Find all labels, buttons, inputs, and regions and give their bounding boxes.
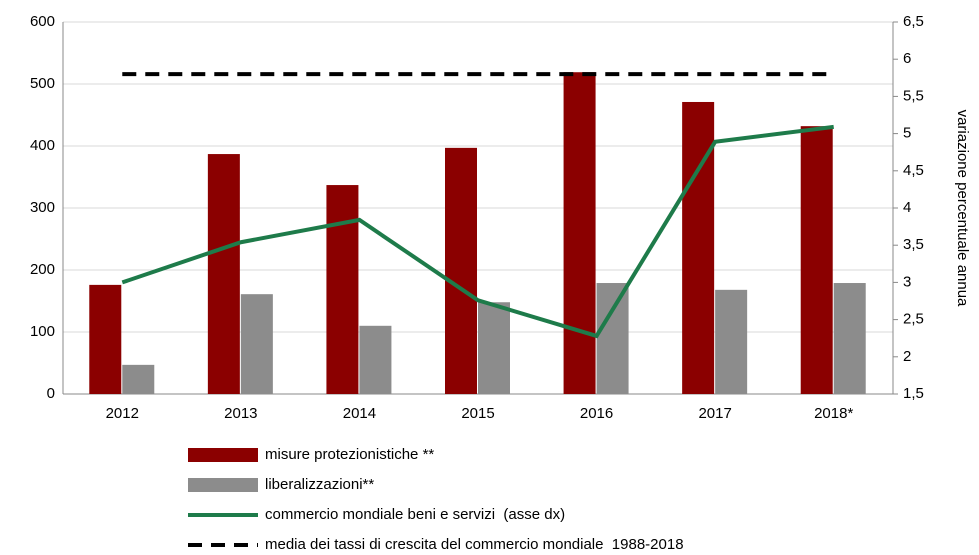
x-tick-label: 2017 (698, 405, 731, 422)
bar (445, 147, 477, 394)
y-tick-label: 500 (30, 75, 55, 92)
legend-swatch (188, 448, 258, 462)
legend-label: misure protezionistiche ** (265, 446, 434, 463)
bar (715, 289, 748, 394)
x-tick-label: 2012 (106, 405, 139, 422)
y2-tick-label: 6 (903, 50, 911, 67)
y2-tick-label: 2,5 (903, 311, 924, 328)
legend-swatch (188, 478, 258, 492)
bar (800, 126, 833, 394)
legend-label: commercio mondiale beni e servizi (asse … (265, 506, 565, 523)
y2-tick-label: 3,5 (903, 236, 924, 253)
bar (122, 364, 155, 394)
legend-label: liberalizzazioni** (265, 476, 374, 493)
y2-tick-label: 5 (903, 125, 911, 142)
bar (682, 101, 715, 394)
x-tick-label: 2015 (461, 405, 494, 422)
y2-tick-label: 1,5 (903, 385, 924, 402)
bar (240, 294, 273, 394)
y-tick-label: 400 (30, 137, 55, 154)
legend-label: media dei tassi di crescita del commerci… (265, 536, 684, 553)
x-tick-label: 2018* (814, 405, 853, 422)
bar (563, 72, 596, 394)
y2-tick-label: 2 (903, 348, 911, 365)
y2-tick-label: 4,5 (903, 162, 924, 179)
y2-tick-label: 3 (903, 273, 911, 290)
bar (359, 325, 392, 394)
bar (326, 185, 359, 394)
bar (478, 302, 510, 394)
y2-axis-label: variazione percentuale annua (954, 110, 971, 307)
x-tick-label: 2014 (343, 405, 376, 422)
x-tick-label: 2016 (580, 405, 613, 422)
y-tick-label: 100 (30, 323, 55, 340)
y2-tick-label: 4 (903, 199, 911, 216)
bar (833, 283, 866, 394)
y-tick-label: 600 (30, 13, 55, 30)
y2-tick-label: 6,5 (903, 13, 924, 30)
y2-tick-label: 5,5 (903, 87, 924, 104)
bar (207, 154, 240, 394)
bar (89, 284, 122, 394)
y-tick-label: 300 (30, 199, 55, 216)
y-tick-label: 0 (47, 385, 55, 402)
x-tick-label: 2013 (224, 405, 257, 422)
bar (596, 283, 629, 394)
line (121, 124, 834, 339)
y-tick-label: 200 (30, 261, 55, 278)
